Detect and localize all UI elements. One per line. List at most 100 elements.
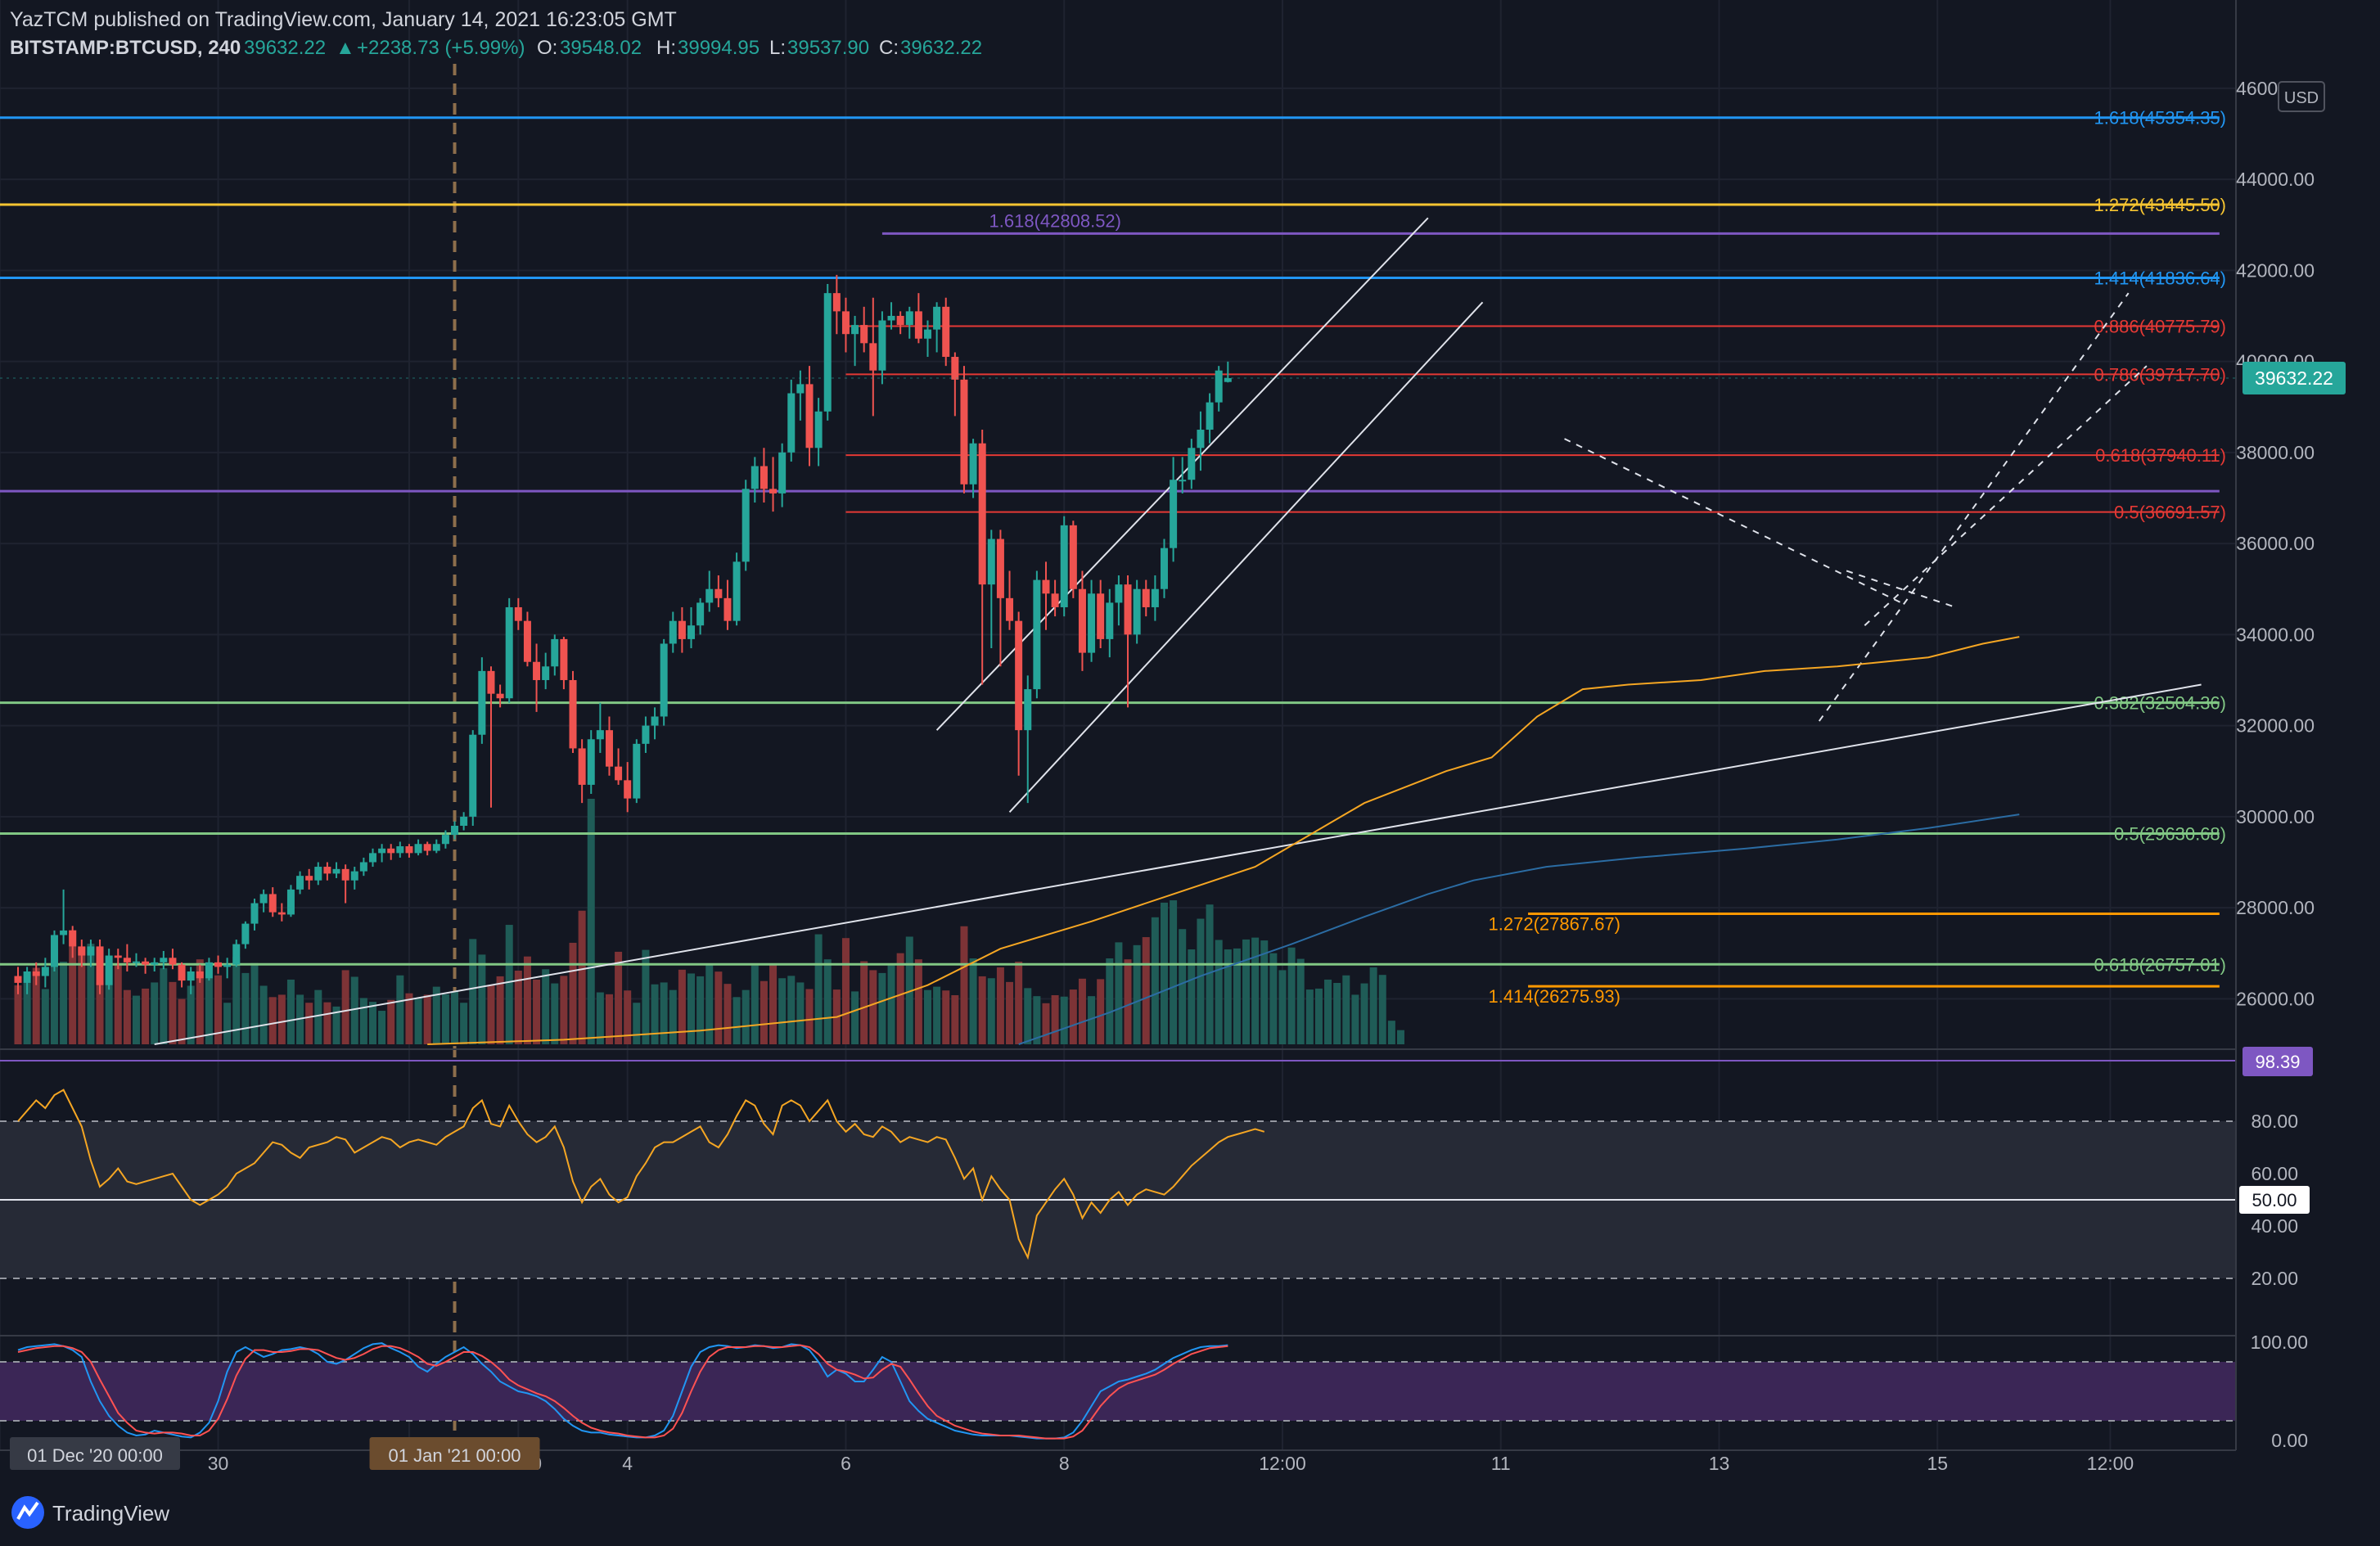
time-tick-label: 6	[841, 1453, 851, 1474]
volume-bar	[460, 1003, 468, 1044]
volume-bar	[451, 991, 459, 1044]
candle-body	[1042, 579, 1050, 594]
candle-body	[114, 955, 122, 958]
candle-body	[359, 862, 367, 872]
candle-body	[505, 606, 513, 699]
candle-body	[1215, 370, 1223, 403]
volume-bar	[1342, 975, 1350, 1044]
time-tick-label: 13	[1709, 1453, 1730, 1474]
volume-bar	[669, 989, 677, 1044]
high-value: 39994.95	[678, 37, 760, 59]
volume-bar	[1051, 995, 1059, 1044]
volume-bar	[560, 976, 568, 1044]
candle-body	[205, 962, 213, 979]
volume-bar	[642, 949, 650, 1044]
price-tick-label: 32000.00	[2236, 715, 2315, 737]
candle-body	[1115, 584, 1123, 603]
candle-body	[624, 780, 632, 799]
time-tick-label: 8	[1059, 1453, 1070, 1474]
volume-bar	[633, 1003, 641, 1044]
volume-bar	[1296, 958, 1305, 1044]
candle-body	[350, 871, 358, 881]
symbol-label[interactable]: BITSTAMP:BTCUSD, 240	[10, 37, 241, 59]
candle-body	[741, 489, 750, 562]
stoch-axis[interactable]: 100.00 0.00	[2251, 1332, 2308, 1451]
published-line: YazTCM published on TradingView.com, Jan…	[10, 8, 677, 31]
volume-bar	[214, 975, 223, 1044]
candle-body	[69, 930, 77, 947]
volume-bar	[542, 969, 550, 1044]
volume-bar	[268, 997, 277, 1044]
candle-body	[1006, 597, 1014, 621]
stoch-tick-label: 0.00	[2271, 1430, 2308, 1451]
volume-bar	[1351, 994, 1359, 1044]
candle-body	[1170, 480, 1178, 548]
volume-bar	[1115, 942, 1123, 1044]
volume-bar	[123, 989, 131, 1044]
candle-body	[396, 846, 404, 854]
candle-body	[1060, 525, 1068, 607]
volume-bar	[368, 1002, 376, 1044]
rsi-axis[interactable]: 80.00 60.00 40.00 20.00 98.39 50.00	[2239, 1047, 2313, 1289]
candle-body	[960, 379, 968, 485]
candle-body	[132, 961, 140, 963]
tradingview-logo[interactable]: TradingView	[11, 1496, 169, 1529]
currency-badge[interactable]	[2278, 81, 2325, 112]
candle-body	[951, 357, 959, 380]
volume-bar	[286, 979, 295, 1044]
candle-body	[160, 958, 168, 962]
volume-bar	[323, 1002, 331, 1044]
candle-body	[796, 384, 805, 394]
candle-body	[705, 588, 714, 603]
trend-line	[1846, 570, 1956, 608]
candle-body	[87, 946, 95, 956]
volume-bar	[250, 962, 259, 1044]
open-value: 39548.02	[560, 37, 642, 59]
last-price-badge-label: 39632.22	[2255, 367, 2333, 389]
volume-bar	[914, 959, 922, 1044]
candle-body	[942, 306, 950, 358]
candle-body	[1197, 430, 1205, 448]
rsi-value-badge	[2243, 1047, 2313, 1076]
candle-body	[487, 670, 495, 694]
volume-bar	[1396, 1030, 1404, 1044]
volume-bar	[605, 994, 613, 1044]
volume-bar	[423, 994, 431, 1044]
volume-bar	[732, 997, 741, 1044]
candle-body	[1188, 448, 1196, 480]
candle-body	[196, 971, 204, 979]
candle-body	[1088, 593, 1096, 653]
candle-body	[296, 876, 304, 890]
volume-bar	[232, 957, 241, 1044]
volume-bar	[587, 799, 595, 1044]
last-price-badge[interactable]	[2243, 362, 2346, 395]
candle-body	[32, 971, 40, 976]
change-value: +2238.73 (+5.99%)	[357, 37, 525, 59]
candle-body	[277, 912, 286, 915]
candle-body	[305, 876, 313, 881]
volume-bar	[1124, 959, 1132, 1044]
volume-bar	[50, 949, 58, 1044]
volume-bar	[960, 926, 968, 1044]
volume-bar	[1242, 939, 1251, 1044]
candle-body	[732, 561, 741, 621]
fib-level-label: 0.786(39717.70)	[2094, 364, 2226, 385]
fib-level-label: 0.382(32504.36)	[2094, 693, 2226, 714]
time-boxed-label: 01 Jan '21 00:00	[389, 1445, 521, 1466]
time-tick-label: 12:00	[1259, 1453, 1306, 1474]
volume-bar	[1188, 949, 1196, 1044]
close-value: 39632.22	[900, 37, 982, 59]
candle-body	[814, 411, 823, 448]
volume-bar	[178, 998, 186, 1044]
candle-body	[1078, 588, 1086, 653]
up-triangle-icon: ▲	[336, 37, 355, 59]
candle-body	[805, 384, 814, 448]
candlesticks[interactable]	[0, 274, 2236, 994]
time-tick-label: 4	[622, 1453, 633, 1474]
stoch-d-line	[17, 1344, 1228, 1440]
volume-bar	[496, 976, 504, 1044]
